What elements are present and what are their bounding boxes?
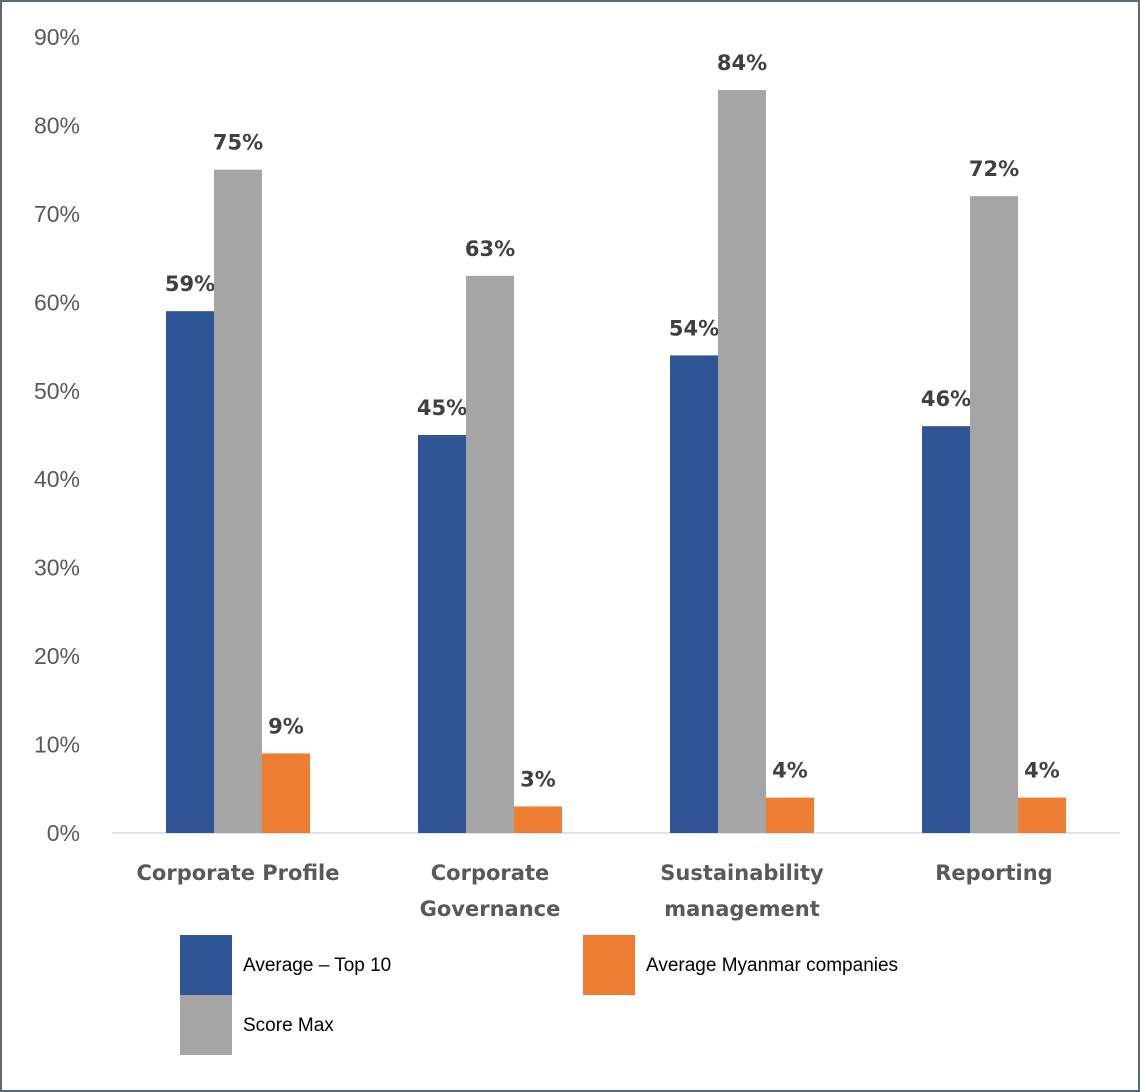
bar-score-max [214,169,262,833]
data-label: 75% [213,131,263,155]
data-label: 3% [520,767,556,791]
y-tick-label: 50% [34,378,80,404]
x-category-label: management [664,897,820,921]
data-label: 54% [669,316,719,340]
data-label: 4% [1024,759,1060,783]
y-tick-label: 0% [47,820,80,846]
bar-average-top-10 [418,435,466,833]
y-tick-label: 20% [34,643,80,669]
bar-average-myanmar-companies [514,806,562,833]
bar-average-top-10 [166,311,214,834]
data-label: 59% [165,272,215,296]
legend-label: Average Myanmar companies [646,955,898,976]
data-label: 45% [417,396,467,420]
x-category-label: Corporate Profile [137,861,340,885]
data-label: 4% [772,759,808,783]
x-category-label: Corporate [431,861,549,885]
bar-average-myanmar-companies [766,797,814,833]
y-tick-label: 40% [34,466,80,492]
data-label: 63% [465,237,515,261]
y-tick-label: 10% [34,732,80,758]
bar-average-top-10 [670,355,718,833]
data-label: 9% [268,714,304,738]
data-label: 84% [717,51,767,75]
bar-average-top-10 [922,426,970,833]
data-label: 72% [969,157,1019,181]
data-label: 46% [921,387,971,411]
bar-average-myanmar-companies [1018,797,1066,833]
y-tick-label: 70% [34,201,80,227]
legend-label: Score Max [243,1015,334,1036]
legend-swatch [180,935,232,995]
bar-score-max [718,90,766,834]
x-category-label: Reporting [935,861,1052,885]
bar-average-myanmar-companies [262,753,310,833]
bar-score-max [970,196,1018,833]
x-category-label: Governance [420,897,561,921]
y-tick-label: 60% [34,289,80,315]
legend-swatch [180,995,232,1055]
x-category-label: Sustainability [660,861,824,885]
bar-score-max [466,275,514,833]
y-tick-label: 80% [34,112,80,138]
y-tick-label: 30% [34,555,80,581]
legend-swatch [583,935,635,995]
legend-label: Average – Top 10 [243,955,391,976]
y-tick-label: 90% [34,24,80,50]
